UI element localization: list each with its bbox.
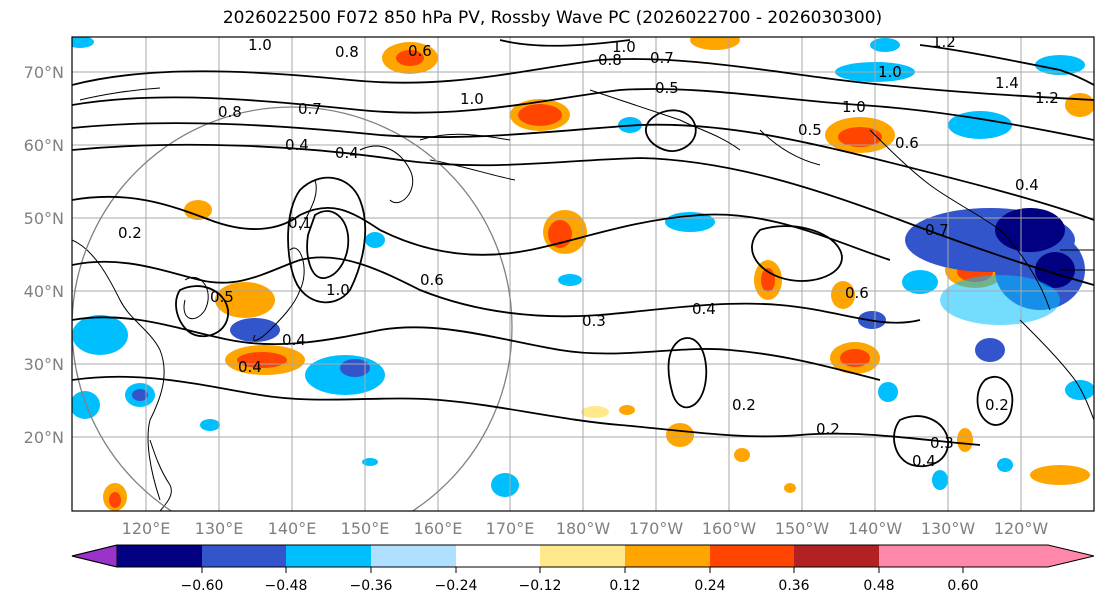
map-border (71, 36, 1095, 512)
colorbar-tick-label: 0.24 (694, 578, 725, 594)
longitude-labels: 120°E 130°E 140°E 150°E 160°E 170°E 180°… (122, 519, 1049, 538)
contour-label: 0.2 (732, 396, 756, 414)
lon-label: 150°E (341, 519, 390, 538)
contour-label: 0.5 (655, 79, 679, 97)
contour-labels: 1.0 0.8 0.6 1.0 0.7 0.8 0.5 1.2 1.0 1.4 … (118, 33, 1059, 470)
colorbar-tick-label: 0.60 (947, 578, 978, 594)
lat-label: 20°N (24, 428, 64, 447)
contour-label: 1.0 (460, 90, 484, 108)
contour-label: 1.2 (932, 33, 956, 51)
colorbar: −0.60 −0.48 −0.36 −0.24 −0.12 0.12 0.24 … (71, 544, 1095, 594)
pv-contours (72, 39, 1094, 468)
pv-anomaly-shading (72, 37, 1094, 511)
colorbar-segment (456, 545, 540, 567)
contour-label: 0.5 (798, 121, 822, 139)
contour-label: 0.4 (692, 300, 716, 318)
contour-label: 1.0 (612, 38, 636, 56)
coastlines (72, 87, 1094, 511)
lat-label: 40°N (24, 282, 64, 301)
colorbar-extend-high (963, 545, 1094, 567)
lon-label: 130°W (921, 519, 976, 538)
contour-label: 0.7 (925, 221, 949, 239)
contour-label: 0.3 (582, 312, 606, 330)
colorbar-tick-label: 0.12 (609, 578, 640, 594)
colorbar-ticks (201, 567, 964, 573)
lon-label: 120°E (122, 519, 171, 538)
colorbar-segment (371, 545, 456, 567)
contour-label: 0.8 (218, 103, 242, 121)
contour-label: 0.1 (288, 214, 312, 232)
lat-label: 60°N (24, 136, 64, 155)
contour-label: 0.4 (282, 331, 306, 349)
colorbar-tick-label: 0.36 (778, 578, 809, 594)
map-title: 2026022500 F072 850 hPa PV, Rossby Wave … (222, 8, 883, 28)
contour-label: 1.0 (878, 63, 902, 81)
contour-label: 1.0 (842, 98, 866, 116)
colorbar-segment (625, 545, 710, 567)
contour-label: 1.0 (248, 36, 272, 54)
colorbar-segment (879, 545, 963, 567)
colorbar-tick-label: −0.36 (350, 578, 393, 594)
contour-label: 0.4 (1015, 176, 1039, 194)
contour-label: 0.3 (930, 434, 954, 452)
colorbar-outline (71, 544, 1095, 568)
colorbar-tick-label: −0.24 (435, 578, 478, 594)
lon-label: 140°E (268, 519, 317, 538)
contour-label: 0.4 (912, 452, 936, 470)
colorbar-segment (202, 545, 286, 567)
colorbar-segment (540, 545, 625, 567)
lon-label: 120°W (994, 519, 1049, 538)
colorbar-extend-low (71, 544, 118, 568)
colorbar-segment (794, 545, 879, 567)
lat-label: 70°N (24, 63, 64, 82)
contour-label: 0.6 (420, 271, 444, 289)
lon-label: 160°E (414, 519, 463, 538)
lon-label: 160°W (702, 519, 757, 538)
colorbar-tick-label: −0.12 (519, 578, 562, 594)
latitude-labels: 70°N 60°N 50°N 40°N 30°N 20°N (24, 63, 64, 447)
lon-label: 150°W (775, 519, 830, 538)
colorbar-segment (710, 545, 794, 567)
domain-circle (72, 106, 513, 511)
contour-label: 0.6 (845, 284, 869, 302)
lon-label: 140°W (848, 519, 903, 538)
contour-label: 0.2 (985, 396, 1009, 414)
lon-label: 170°E (486, 519, 535, 538)
lat-label: 30°N (24, 355, 64, 374)
colorbar-tick-label: 0.48 (863, 578, 894, 594)
contour-label: 0.6 (895, 134, 919, 152)
contour-label: 0.4 (238, 358, 262, 376)
lon-label: 180°W (556, 519, 611, 538)
contour-label: 1.2 (1035, 89, 1059, 107)
colorbar-segment (117, 545, 202, 567)
contour-label: 0.7 (650, 49, 674, 67)
contour-label: 0.6 (408, 42, 432, 60)
colorbar-tick-label: −0.60 (181, 578, 224, 594)
colorbar-tick-label: −0.48 (265, 578, 308, 594)
contour-label: 0.2 (816, 420, 840, 438)
contour-label: 1.0 (326, 281, 350, 299)
lon-label: 130°E (195, 519, 244, 538)
contour-label: 0.5 (210, 288, 234, 306)
contour-label: 0.8 (598, 51, 622, 69)
contour-label: 0.7 (298, 100, 322, 118)
contour-label: 0.2 (118, 224, 142, 242)
contour-label: 0.8 (335, 43, 359, 61)
lat-label: 50°N (24, 209, 64, 228)
lon-label: 170°W (629, 519, 684, 538)
contour-label: 0.4 (285, 136, 309, 154)
contour-label: 0.4 (335, 144, 359, 162)
contour-label: 1.4 (995, 74, 1019, 92)
colorbar-segment (286, 545, 371, 567)
